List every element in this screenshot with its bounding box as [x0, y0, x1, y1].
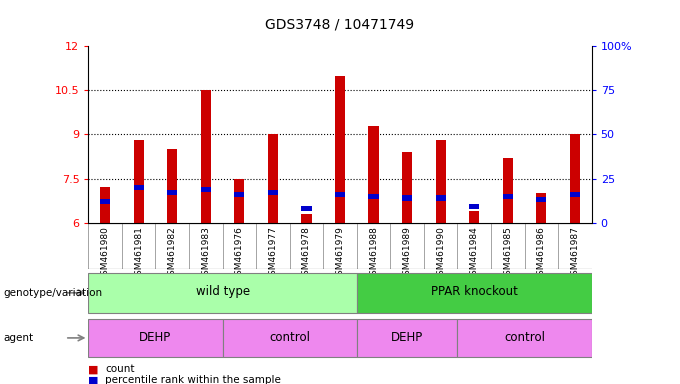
Text: GSM461976: GSM461976: [235, 227, 244, 281]
Text: GSM461977: GSM461977: [269, 227, 277, 281]
Bar: [301, 214, 311, 223]
Bar: [167, 190, 177, 195]
Text: GDS3748 / 10471749: GDS3748 / 10471749: [265, 17, 415, 31]
Text: control: control: [269, 331, 310, 344]
Bar: [436, 195, 445, 201]
Text: ■: ■: [88, 375, 99, 384]
Text: GSM461988: GSM461988: [369, 227, 378, 281]
Bar: [134, 140, 143, 223]
Text: DEHP: DEHP: [139, 331, 171, 344]
Bar: [100, 187, 110, 223]
Text: GSM461989: GSM461989: [403, 227, 411, 281]
Bar: [235, 192, 244, 197]
Bar: [201, 90, 211, 223]
Text: GSM461986: GSM461986: [537, 227, 546, 281]
Bar: [335, 192, 345, 197]
Bar: [369, 126, 379, 223]
Text: GSM461979: GSM461979: [335, 227, 345, 281]
Bar: [570, 134, 580, 223]
Bar: [503, 194, 513, 199]
Text: GSM461984: GSM461984: [470, 227, 479, 281]
Bar: [235, 179, 244, 223]
Bar: [357, 319, 458, 357]
Bar: [335, 76, 345, 223]
Bar: [301, 206, 311, 211]
Text: genotype/variation: genotype/variation: [3, 288, 103, 298]
Text: GSM461987: GSM461987: [571, 227, 579, 281]
Text: count: count: [105, 364, 135, 374]
Bar: [458, 319, 592, 357]
Text: GSM461978: GSM461978: [302, 227, 311, 281]
Bar: [402, 152, 412, 223]
Bar: [570, 192, 580, 197]
Bar: [268, 134, 278, 223]
Text: GSM461982: GSM461982: [168, 227, 177, 281]
Text: agent: agent: [3, 333, 33, 343]
Text: ■: ■: [88, 364, 99, 374]
Bar: [537, 197, 546, 202]
Bar: [268, 190, 278, 195]
Text: GSM461981: GSM461981: [134, 227, 143, 281]
Text: GSM461990: GSM461990: [436, 227, 445, 281]
Text: GSM461985: GSM461985: [503, 227, 512, 281]
Bar: [167, 149, 177, 223]
Bar: [88, 319, 222, 357]
Bar: [402, 195, 412, 201]
Bar: [134, 185, 143, 190]
Text: GSM461983: GSM461983: [201, 227, 210, 281]
Text: GSM461980: GSM461980: [101, 227, 109, 281]
Bar: [222, 319, 357, 357]
Bar: [357, 273, 592, 313]
Bar: [100, 199, 110, 204]
Bar: [469, 211, 479, 223]
Text: control: control: [504, 331, 545, 344]
Text: DEHP: DEHP: [391, 331, 423, 344]
Bar: [469, 204, 479, 210]
Text: PPAR knockout: PPAR knockout: [430, 285, 517, 298]
Bar: [369, 194, 379, 199]
Bar: [201, 187, 211, 192]
Bar: [503, 158, 513, 223]
Text: wild type: wild type: [196, 285, 250, 298]
Bar: [88, 273, 357, 313]
Text: percentile rank within the sample: percentile rank within the sample: [105, 375, 282, 384]
Bar: [436, 140, 445, 223]
Bar: [537, 193, 546, 223]
